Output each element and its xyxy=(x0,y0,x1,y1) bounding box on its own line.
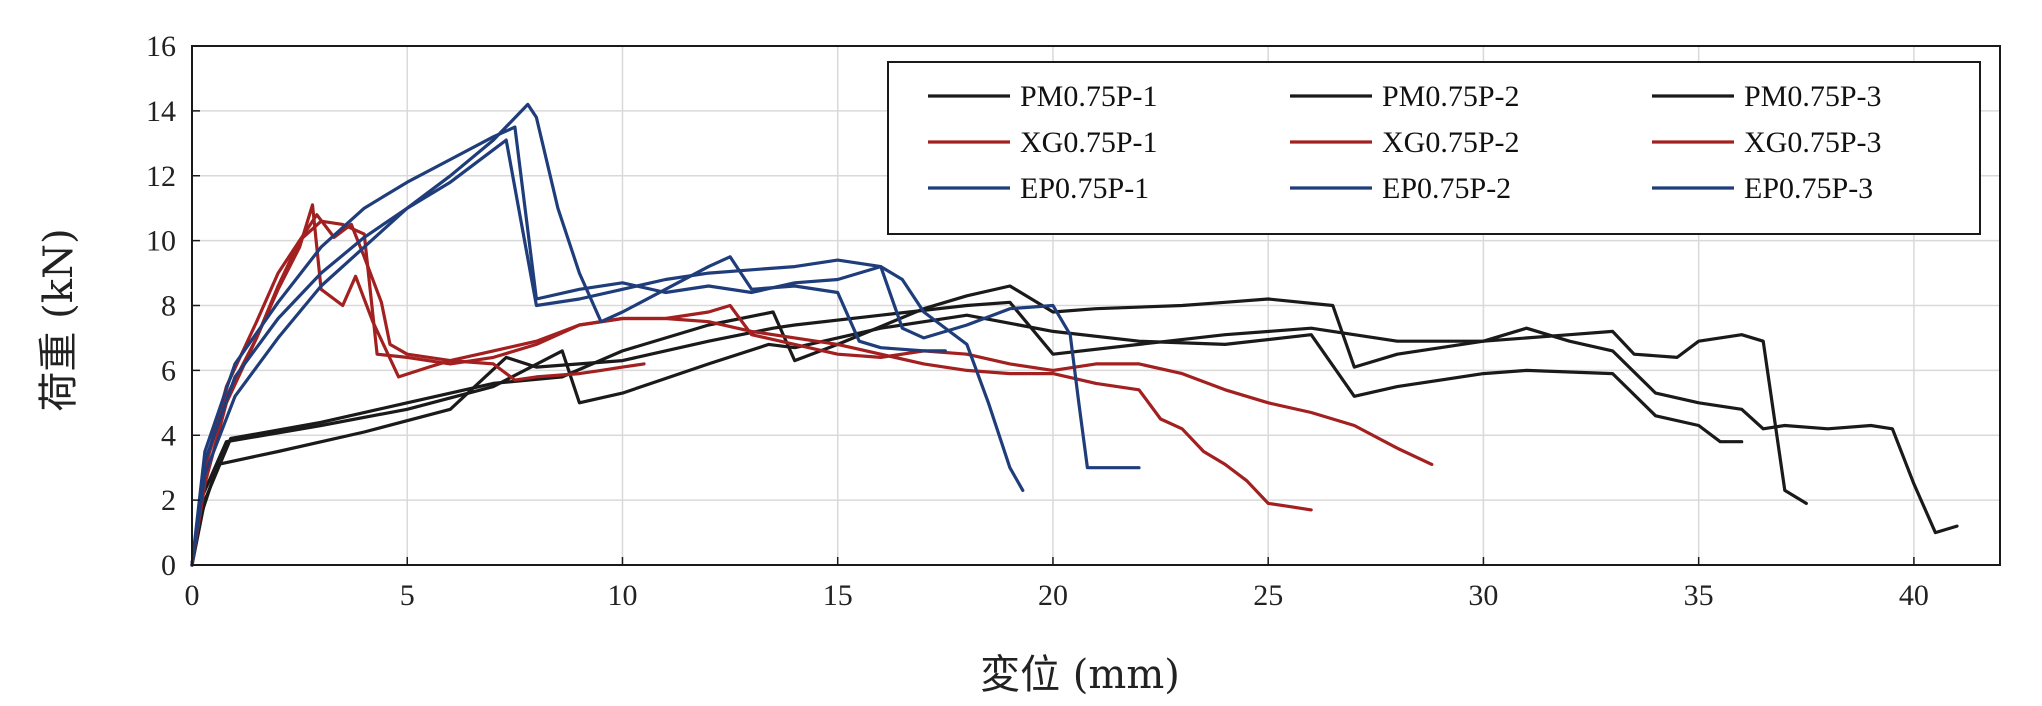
y-tick-label: 0 xyxy=(161,549,176,582)
legend-box xyxy=(887,61,1981,235)
series-line-ep0-75p-2 xyxy=(190,138,1141,567)
x-tick-label: 20 xyxy=(1038,579,1068,612)
legend-entry-label: EP0.75P-2 xyxy=(1382,172,1511,205)
y-tick-label: 8 xyxy=(161,290,176,323)
y-tick-label: 6 xyxy=(161,354,176,387)
x-tick-labels: 0 5 10 15 20 25 30 35 40 xyxy=(185,579,1929,612)
x-tick-label: 10 xyxy=(607,579,637,612)
legend: PM0.75P-1 PM0.75P-2 PM0.75P-3 XG0.75P-1 XG0.… xyxy=(887,61,1981,235)
x-tick-label: 35 xyxy=(1684,579,1714,612)
x-tick-label: 0 xyxy=(185,579,200,612)
legend-entry-label: PM0.75P-2 xyxy=(1382,80,1520,113)
x-tick-label: 5 xyxy=(400,579,415,612)
x-tick-label: 30 xyxy=(1468,579,1498,612)
legend-entry-label: EP0.75P-1 xyxy=(1020,172,1149,205)
x-tick-label: 25 xyxy=(1253,579,1283,612)
y-tick-label: 12 xyxy=(146,160,176,193)
series-lines xyxy=(190,102,1959,567)
series-line-xg0-75p-1 xyxy=(190,219,1313,567)
x-tick-label: 15 xyxy=(823,579,853,612)
legend-entry-label: XG0.75P-2 xyxy=(1382,126,1520,159)
legend-entry-label: PM0.75P-3 xyxy=(1744,80,1882,113)
legend-entry-label: XG0.75P-3 xyxy=(1744,126,1882,159)
legend-entry-label: PM0.75P-1 xyxy=(1020,80,1158,113)
x-tick-label: 40 xyxy=(1899,579,1929,612)
y-tick-labels: 0 2 4 6 8 10 12 14 16 xyxy=(146,30,176,582)
y-tick-label: 16 xyxy=(146,30,176,63)
series-line-pm0-75p-1 xyxy=(190,313,1744,567)
axes xyxy=(191,45,2001,566)
legend-entry-label: EP0.75P-3 xyxy=(1744,172,1873,205)
series-line-ep0-75p-1 xyxy=(190,125,1025,567)
series-line-ep0-75p-3 xyxy=(190,102,947,567)
y-tick-label: 2 xyxy=(161,484,176,517)
y-tick-label: 14 xyxy=(146,95,176,128)
y-axis-label: 荷重 (kN) xyxy=(36,228,82,411)
y-tick-label: 4 xyxy=(161,419,176,452)
legend-entry-label: XG0.75P-1 xyxy=(1020,126,1158,159)
y-tick-label: 10 xyxy=(146,225,176,258)
x-axis-label: 変位 (mm) xyxy=(980,652,1180,698)
